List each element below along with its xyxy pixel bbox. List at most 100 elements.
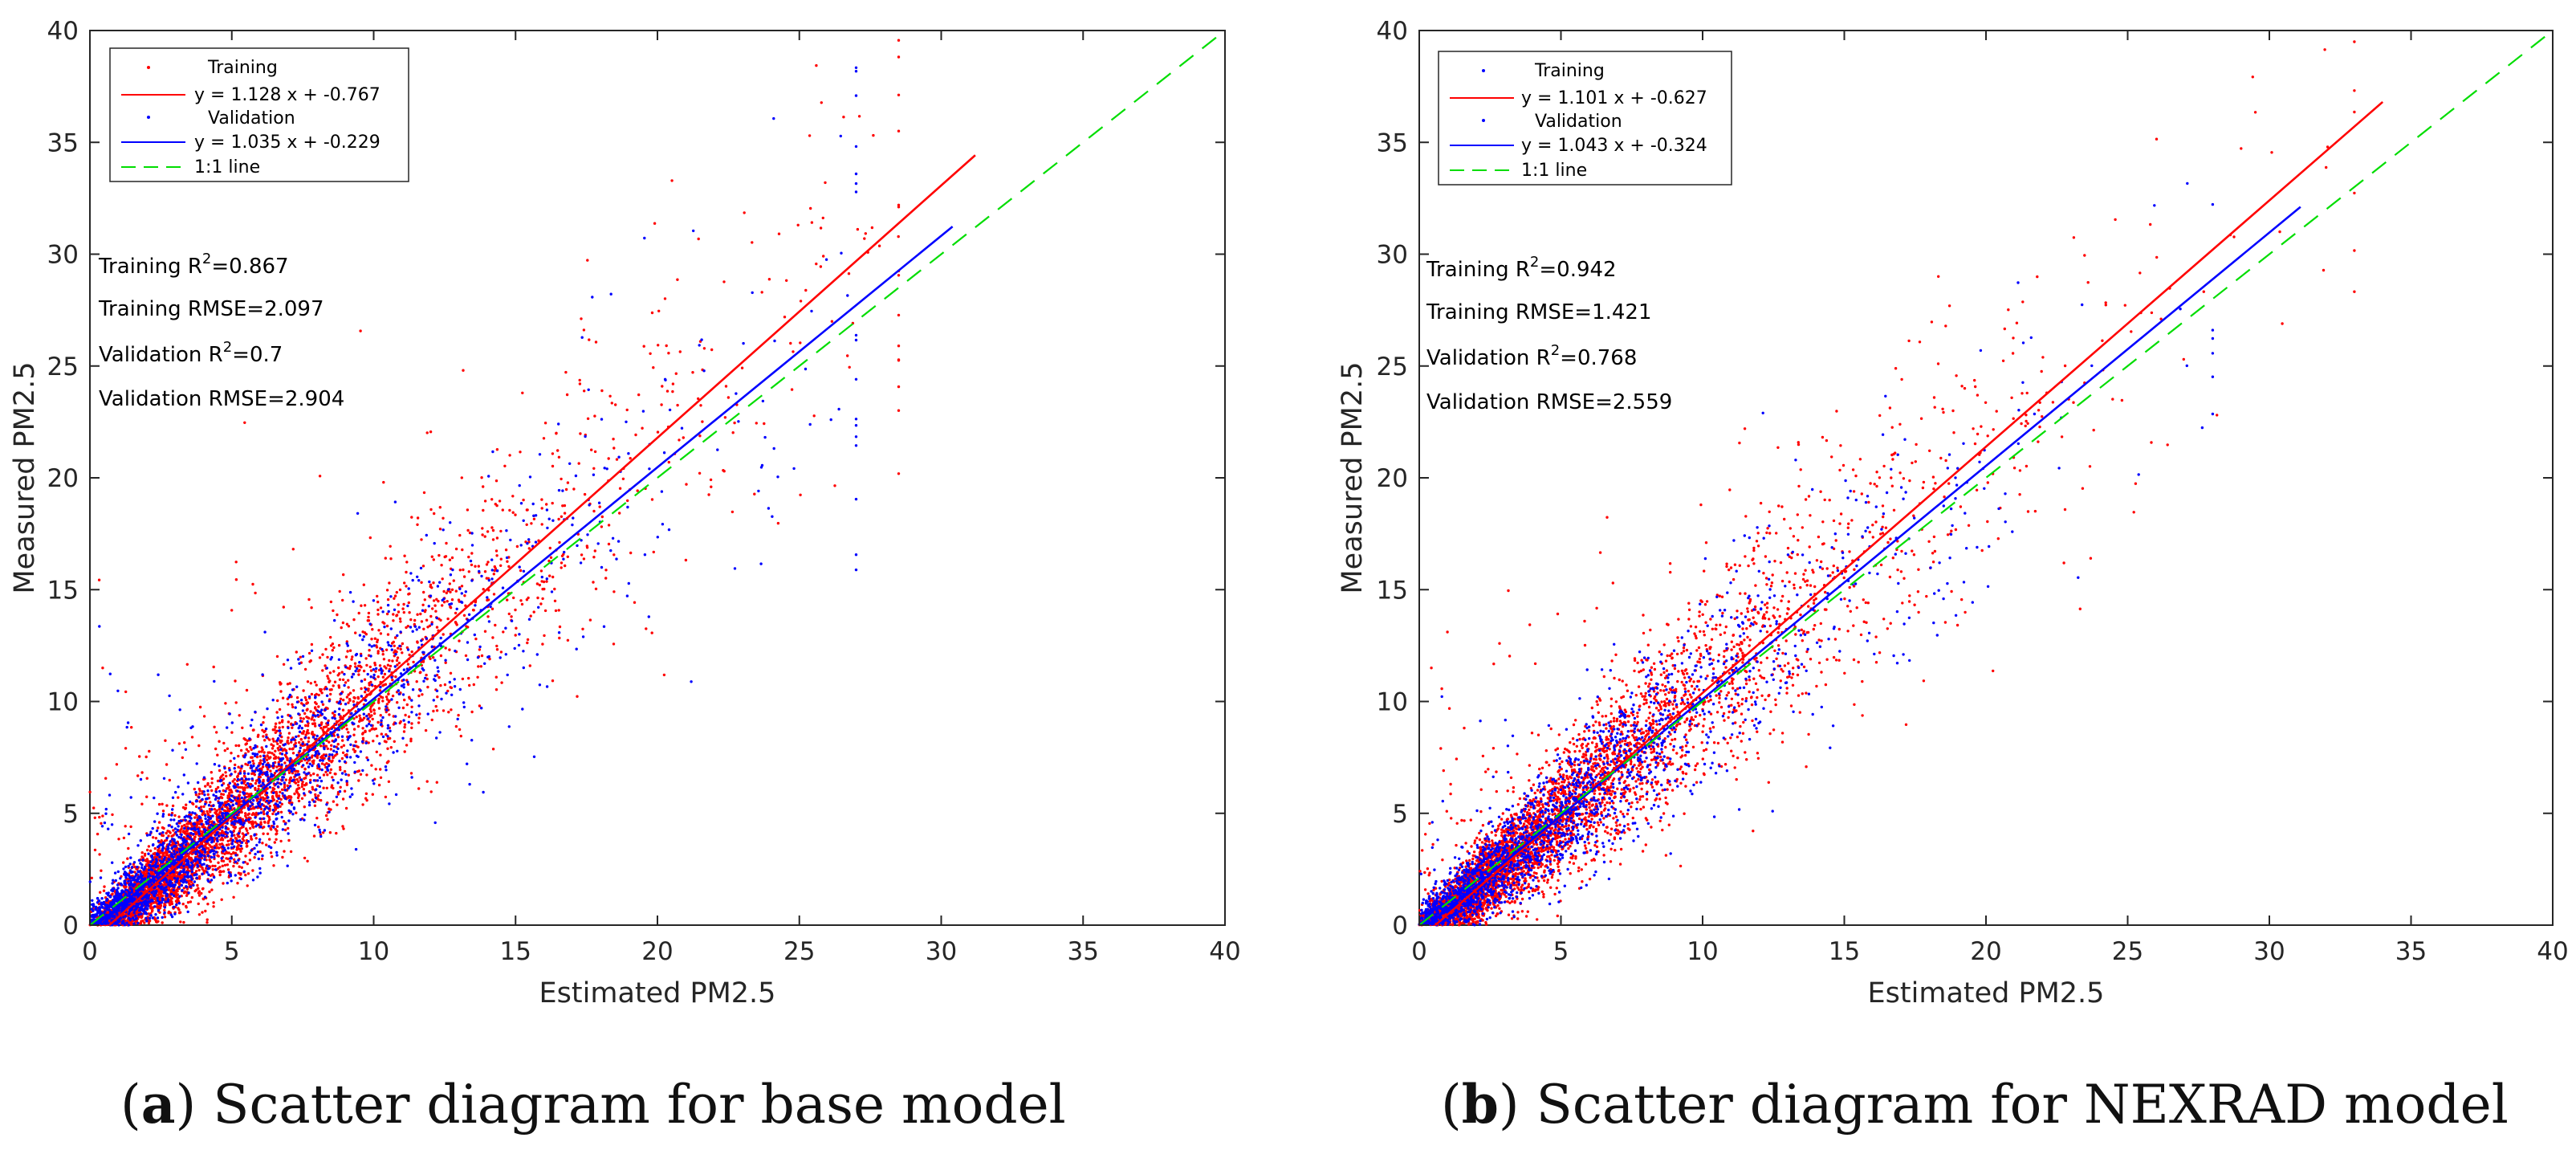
data-point (376, 675, 380, 679)
data-point (387, 643, 390, 646)
data-point (145, 777, 149, 780)
data-point (582, 328, 586, 332)
data-point (331, 759, 334, 762)
data-point (482, 790, 485, 794)
data-point (319, 830, 322, 834)
data-point (199, 805, 203, 809)
data-point (470, 710, 474, 714)
data-point (432, 558, 435, 561)
data-point (667, 352, 670, 355)
data-point (290, 803, 294, 806)
data-point (335, 831, 338, 835)
data-point (701, 420, 704, 423)
data-point (274, 806, 277, 809)
data-point (214, 850, 218, 854)
data-point (287, 796, 290, 799)
data-point (124, 690, 128, 694)
data-point (302, 689, 305, 692)
data-point (357, 611, 360, 615)
data-point (279, 790, 282, 793)
data-point (372, 676, 376, 679)
data-point (220, 842, 224, 846)
data-point (652, 550, 655, 554)
data-point (796, 223, 800, 226)
data-point (211, 839, 214, 843)
data-point (241, 818, 244, 821)
data-point (652, 366, 655, 369)
data-point (409, 737, 413, 740)
data-point (367, 611, 371, 615)
data-point (674, 372, 678, 375)
data-point (252, 762, 255, 765)
data-point (495, 448, 499, 451)
data-point (362, 716, 366, 720)
data-point (336, 613, 339, 617)
data-point (410, 650, 413, 654)
data-point (511, 495, 515, 498)
data-point (250, 822, 254, 826)
data-point (678, 350, 682, 353)
data-point (173, 839, 176, 842)
data-point (263, 630, 267, 634)
data-point (448, 582, 451, 585)
data-point (577, 462, 580, 465)
data-point (454, 611, 458, 615)
data-point (310, 606, 313, 610)
data-point (315, 702, 318, 706)
data-point (420, 620, 424, 623)
data-point (386, 597, 390, 602)
data-point (382, 658, 386, 661)
data-point (352, 733, 356, 736)
data-point (529, 614, 532, 618)
data-point (358, 668, 361, 672)
data-point (140, 851, 144, 854)
data-point (124, 825, 127, 828)
data-point (170, 826, 173, 829)
data-point (507, 565, 511, 569)
data-point (307, 651, 311, 655)
data-point (461, 677, 465, 681)
data-point (147, 845, 151, 848)
data-point (403, 750, 406, 753)
data-point (179, 829, 182, 832)
data-point (163, 906, 167, 909)
data-point (506, 598, 509, 602)
data-point (303, 667, 307, 671)
data-point (433, 512, 436, 516)
data-point (202, 810, 206, 814)
data-point (244, 783, 248, 787)
data-point (439, 654, 443, 658)
data-point (540, 507, 543, 510)
data-point (429, 583, 433, 586)
data-point (412, 660, 415, 664)
data-point (311, 788, 315, 791)
data-point (307, 801, 311, 804)
data-point (425, 673, 428, 677)
data-point (153, 846, 157, 850)
data-point (359, 750, 363, 753)
data-point (353, 770, 356, 773)
data-point (336, 803, 339, 806)
data-point (140, 771, 144, 774)
data-point (104, 807, 108, 811)
data-point (592, 467, 596, 470)
data-point (268, 818, 271, 822)
data-point (235, 846, 239, 850)
data-point (240, 866, 243, 870)
data-point (309, 778, 312, 782)
data-point (244, 812, 247, 815)
data-point (310, 732, 314, 736)
data-point (420, 581, 423, 584)
data-point (326, 818, 329, 821)
data-point (387, 780, 391, 783)
data-point (481, 533, 484, 536)
data-point (337, 684, 340, 687)
data-point (197, 894, 201, 897)
data-point (626, 499, 629, 503)
data-point (629, 551, 633, 555)
data-point (250, 756, 253, 759)
data-point (338, 589, 341, 593)
data-point (398, 588, 402, 592)
data-point (230, 731, 234, 734)
data-point (226, 868, 230, 871)
